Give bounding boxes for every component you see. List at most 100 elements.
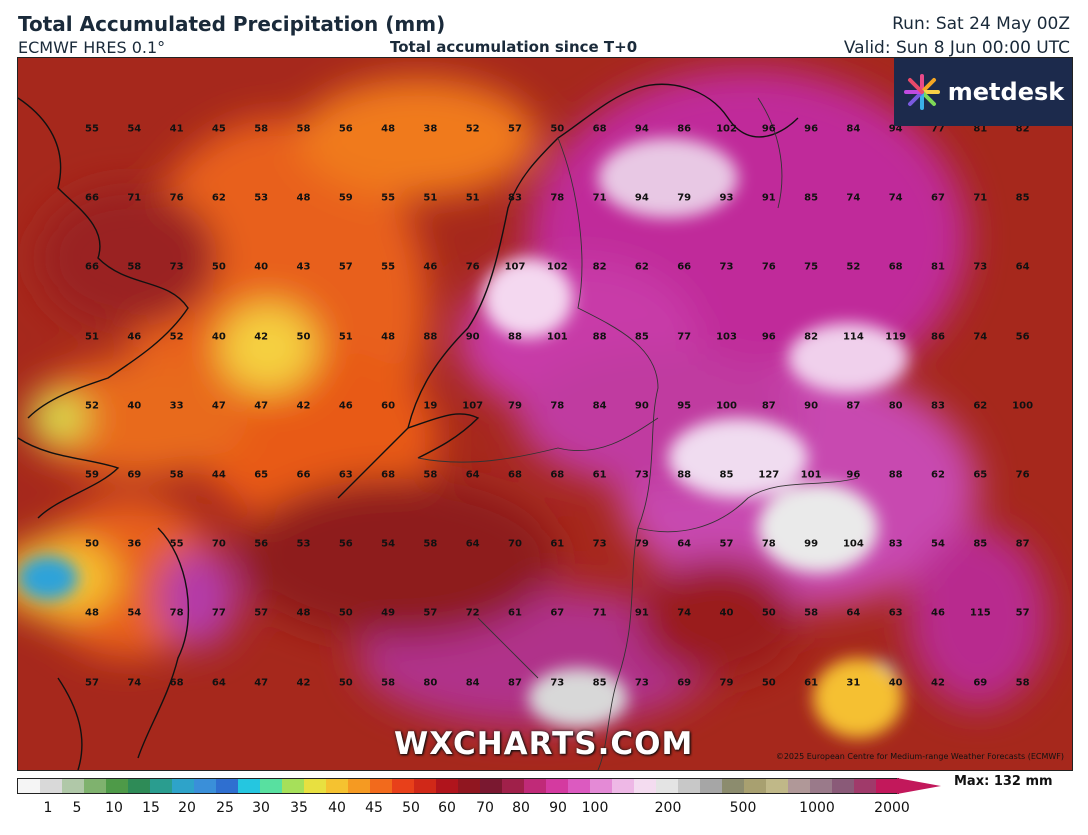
grid-value: 73 bbox=[634, 469, 649, 481]
grid-value: 50 bbox=[761, 607, 776, 619]
grid-value: 48 bbox=[296, 607, 311, 619]
grid-value: 61 bbox=[550, 538, 565, 550]
grid-value: 66 bbox=[85, 261, 99, 273]
colorbar-segment bbox=[788, 779, 810, 793]
grid-value: 99 bbox=[804, 538, 819, 550]
grid-value: 50 bbox=[338, 607, 353, 619]
grid-value: 83 bbox=[888, 538, 903, 550]
colorbar-tick-label: 70 bbox=[476, 800, 494, 816]
grid-value: 82 bbox=[804, 331, 819, 343]
grid-value: 51 bbox=[338, 331, 353, 343]
colorbar-tick-label: 1 bbox=[43, 800, 53, 816]
colorbar-segment bbox=[62, 779, 84, 793]
grid-value: 96 bbox=[761, 331, 776, 343]
grid-value: 71 bbox=[973, 192, 988, 204]
grid-value: 50 bbox=[296, 331, 311, 343]
max-value-label: Max: 132 mm bbox=[954, 774, 1053, 789]
grid-value: 101 bbox=[546, 331, 568, 343]
grid-value: 115 bbox=[969, 607, 991, 619]
colorbar-tick-label: 35 bbox=[290, 800, 308, 816]
grid-value: 61 bbox=[508, 607, 522, 619]
grid-value: 46 bbox=[338, 400, 353, 412]
grid-value: 76 bbox=[465, 261, 480, 273]
grid-value: 81 bbox=[931, 261, 945, 273]
colorbar-segment bbox=[656, 779, 678, 793]
colorbar-tick-label: 80 bbox=[512, 800, 530, 816]
colorbar-segment bbox=[502, 779, 524, 793]
grid-value: 40 bbox=[888, 677, 903, 689]
grid-value: 94 bbox=[888, 123, 903, 135]
grid-value: 74 bbox=[888, 192, 903, 204]
grid-value: 42 bbox=[931, 677, 945, 689]
colorbar-segment bbox=[18, 779, 40, 793]
colorbar-tick-label: 60 bbox=[438, 800, 456, 816]
grid-value: 33 bbox=[169, 400, 184, 412]
grid-value: 94 bbox=[634, 123, 649, 135]
grid-value: 36 bbox=[127, 538, 142, 550]
colorbar-segment bbox=[304, 779, 326, 793]
colorbar-segment bbox=[194, 779, 216, 793]
grid-value: 75 bbox=[804, 261, 819, 273]
grid-value: 50 bbox=[761, 677, 776, 689]
run-label: Run: Sat 24 May 00Z bbox=[892, 14, 1070, 34]
grid-value: 65 bbox=[973, 469, 988, 481]
grid-value: 84 bbox=[846, 123, 861, 135]
grid-value: 102 bbox=[716, 123, 737, 135]
grid-value: 79 bbox=[634, 538, 649, 550]
colorbar-segment bbox=[326, 779, 348, 793]
grid-value: 55 bbox=[381, 261, 396, 273]
grid-value: 58 bbox=[169, 469, 184, 481]
grid-value: 107 bbox=[504, 261, 526, 273]
grid-value: 52 bbox=[846, 261, 861, 273]
grid-value: 55 bbox=[169, 538, 184, 550]
grid-value: 42 bbox=[296, 400, 311, 412]
colorbar-tick-labels: 1 5 10 15 20 25 30 35 40 45 50 60 70 80 90 100 200 500 100… bbox=[17, 800, 910, 820]
colorbar-tick-label: 100 bbox=[581, 800, 609, 816]
colorbar-segment bbox=[172, 779, 194, 793]
colorbar-segment bbox=[216, 779, 238, 793]
grid-value: 50 bbox=[550, 123, 565, 135]
grid-value: 73 bbox=[550, 677, 565, 689]
grid-value: 60 bbox=[381, 400, 396, 412]
colorbar-segment bbox=[282, 779, 304, 793]
colorbar-segment bbox=[634, 779, 656, 793]
grid-value: 95 bbox=[677, 400, 692, 412]
logo-text: metdesk bbox=[947, 78, 1065, 106]
grid-value: 74 bbox=[677, 607, 692, 619]
grid-value: 74 bbox=[127, 677, 142, 689]
colorbar-segment bbox=[810, 779, 832, 793]
grid-value: 96 bbox=[846, 469, 861, 481]
grid-value: 80 bbox=[888, 400, 903, 412]
grid-value: 79 bbox=[719, 677, 734, 689]
colorbar-tick-label: 30 bbox=[252, 800, 270, 816]
colorbar-tick-label: 1000 bbox=[799, 800, 835, 816]
grid-value: 56 bbox=[1015, 331, 1030, 343]
grid-value: 71 bbox=[592, 607, 607, 619]
grid-value: 63 bbox=[338, 469, 353, 481]
grid-value: 54 bbox=[127, 123, 142, 135]
grid-value: 65 bbox=[254, 469, 269, 481]
grid-value: 58 bbox=[254, 123, 269, 135]
colorbar-segment bbox=[854, 779, 876, 793]
colorbar-tick-label: 20 bbox=[178, 800, 196, 816]
grid-value: 61 bbox=[804, 677, 819, 689]
metdesk-logo-icon bbox=[903, 74, 940, 110]
colorbar-segment bbox=[414, 779, 436, 793]
grid-value: 73 bbox=[634, 677, 649, 689]
grid-value: 66 bbox=[677, 261, 692, 273]
metdesk-logo: metdesk bbox=[894, 58, 1072, 126]
grid-value: 90 bbox=[634, 400, 649, 412]
grid-value: 48 bbox=[381, 123, 396, 135]
grid-value: 88 bbox=[592, 331, 607, 343]
grid-value: 58 bbox=[127, 261, 142, 273]
colorbar-segment bbox=[128, 779, 150, 793]
grid-value: 56 bbox=[338, 538, 353, 550]
grid-value: 64 bbox=[677, 538, 692, 550]
colorbar-segment bbox=[238, 779, 260, 793]
copyright-notice: ©2025 European Centre for Medium-range W… bbox=[775, 752, 1064, 761]
colorbar-segment bbox=[40, 779, 62, 793]
grid-value: 68 bbox=[169, 677, 184, 689]
grid-value: 77 bbox=[931, 123, 945, 135]
colorbar-segment bbox=[370, 779, 392, 793]
colorbar-segment bbox=[568, 779, 590, 793]
